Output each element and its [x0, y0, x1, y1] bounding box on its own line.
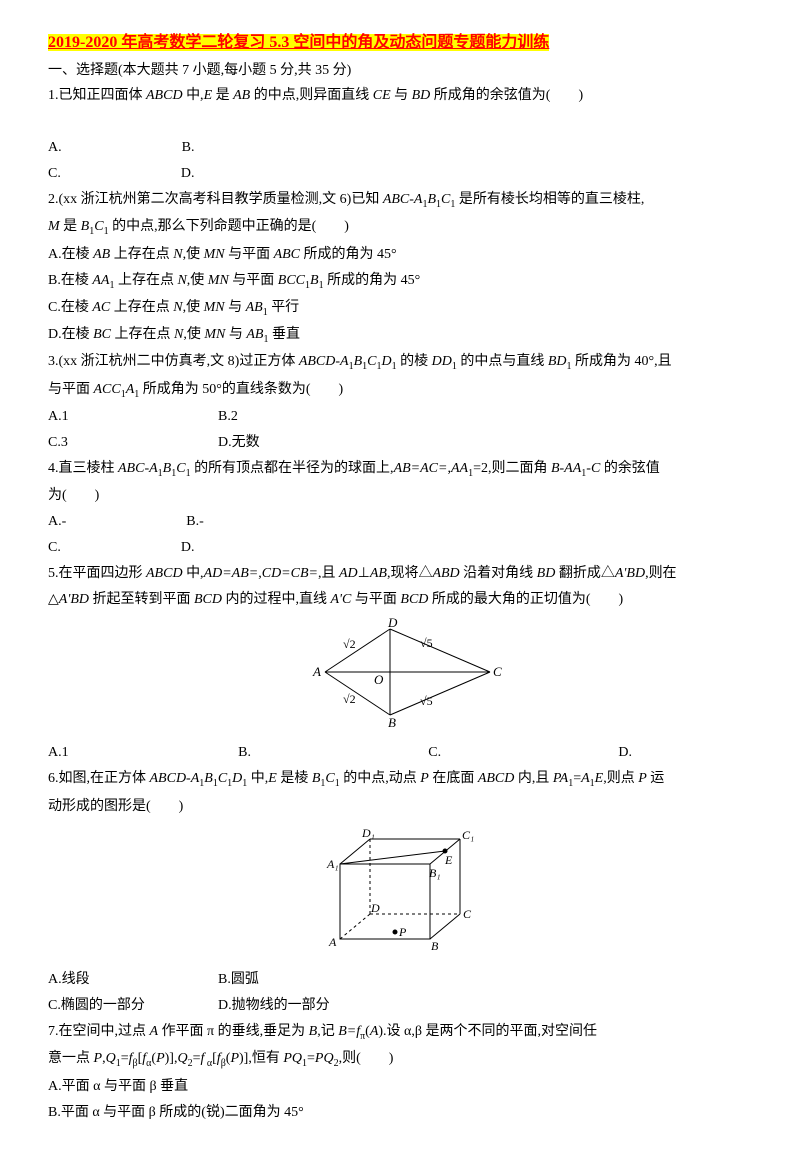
fig6-A: A — [328, 935, 337, 949]
q1-optA: A. — [48, 135, 62, 161]
q3-stem-l2: 与平面 ACC1A1 所成角为 50°的直线条数为( ) — [48, 377, 752, 404]
q6-options-row2: C.椭圆的一部分 D.抛物线的一部分 — [48, 993, 752, 1019]
fig6-B1: B₁ — [429, 866, 441, 880]
fig5-edge-BC: √5 — [420, 694, 433, 708]
q5-figure: D A B C O √2 √2 √5 √5 — [48, 617, 752, 737]
q6-options-row1: A.线段 B.圆弧 — [48, 967, 752, 993]
q5-optD: D. — [618, 740, 632, 766]
q6-figure: A₁ D₁ C₁ B₁ E A D C B P — [48, 824, 752, 964]
q4-optC: C. — [48, 535, 61, 561]
q3-options-row1: A.1 B.2 — [48, 404, 752, 430]
q2-optA: A.在棱 AB 上存在点 N,使 MN 与平面 ABC 所成的角为 45° — [48, 242, 752, 268]
q3-stem: 3.(xx 浙江杭州二中仿真考,文 8)过正方体 ABCD-A1B1C1D1 的… — [48, 349, 752, 376]
q2-stem: 2.(xx 浙江杭州第二次高考科目教学质量检测,文 6)已知 ABC-A1B1C… — [48, 187, 752, 214]
q6-optC: C.椭圆的一部分 — [48, 993, 218, 1019]
q4-options-row2: C. D. — [48, 535, 752, 561]
q1-optD: D. — [181, 161, 195, 187]
section-heading: 一、选择题(本大题共 7 小题,每小题 5 分,共 35 分) — [48, 58, 752, 84]
q3-options-row2: C.3 D.无数 — [48, 430, 752, 456]
q4-optB: B.- — [186, 509, 204, 535]
q5-options: A.1 B. C. D. — [48, 740, 752, 766]
fig6-C: C — [463, 907, 472, 921]
q1-options-row2: C. D. — [48, 161, 752, 187]
q4-stem-l2: 为( ) — [48, 483, 752, 509]
q6-optA: A.线段 — [48, 967, 218, 993]
fig6-D1: D₁ — [361, 826, 375, 840]
q6-stem: 6.如图,在正方体 ABCD-A1B1C1D1 中,E 是棱 B1C1 的中点,… — [48, 766, 752, 793]
q6-optD: D.抛物线的一部分 — [218, 993, 330, 1019]
q2-optC: C.在棱 AC 上存在点 N,使 MN 与 AB1 平行 — [48, 295, 752, 322]
q3-optC: C.3 — [48, 430, 218, 456]
fig6-C1: C₁ — [462, 828, 474, 842]
q2-stem-l2: M 是 B1C1 的中点,那么下列命题中正确的是( ) — [48, 214, 752, 241]
q7-optA: A.平面 α 与平面 β 垂直 — [48, 1074, 752, 1100]
q4-options-row1: A.- B.- — [48, 509, 752, 535]
doc-title: 2019-2020 年高考数学二轮复习 5.3 空间中的角及动态问题专题能力训练 — [48, 34, 549, 51]
q1-options-row1: A. B. — [48, 135, 752, 161]
q3-optA: A.1 — [48, 404, 218, 430]
q5-optB: B. — [238, 740, 308, 766]
q7-optB: B.平面 α 与平面 β 所成的(锐)二面角为 45° — [48, 1100, 752, 1126]
q2-optB: B.在棱 AA1 上存在点 N,使 MN 与平面 BCC1B1 所成的角为 45… — [48, 268, 752, 295]
q3-optB: B.2 — [218, 404, 238, 430]
fig5-label-B: B — [388, 715, 396, 727]
fig5-label-O: O — [374, 672, 384, 687]
q5-stem-l2: △A'BD 折起至转到平面 BCD 内的过程中,直线 A'C 与平面 BCD 所… — [48, 587, 752, 613]
q5-stem: 5.在平面四边形 ABCD 中,AD=AB=,CD=CB=,且 AD⊥AB,现将… — [48, 561, 752, 587]
q2-optD: D.在棱 BC 上存在点 N,使 MN 与 AB1 垂直 — [48, 322, 752, 349]
q4-optA: A.- — [48, 509, 66, 535]
q5-optC: C. — [428, 740, 498, 766]
fig6-D: D — [370, 901, 380, 915]
fig5-edge-AB: √2 — [343, 692, 356, 706]
fig6-E: E — [444, 853, 453, 867]
fig6-B: B — [431, 939, 439, 953]
q4-stem: 4.直三棱柱 ABC-A1B1C1 的所有顶点都在半径为的球面上,AB=AC=,… — [48, 456, 752, 483]
q3-optD: D.无数 — [218, 430, 260, 456]
fig5-edge-DC: √5 — [420, 636, 433, 650]
q6-optB: B.圆弧 — [218, 967, 259, 993]
fig6-P: P — [398, 925, 407, 939]
q7-stem-l2: 意一点 P,Q1=fβ[fα(P)],Q2=f α[fβ(P)],恒有 PQ1=… — [48, 1046, 752, 1073]
fig5-label-D: D — [387, 617, 398, 630]
q7-stem: 7.在空间中,过点 A 作平面 π 的垂线,垂足为 B,记 B=fπ(A).设 … — [48, 1019, 752, 1046]
q1-optB: B. — [182, 135, 195, 161]
q4-optD: D. — [181, 535, 195, 561]
fig5-label-A: A — [312, 664, 321, 679]
q5-optA: A.1 — [48, 740, 118, 766]
fig5-label-C: C — [493, 664, 502, 679]
q6-stem-l2: 动形成的图形是( ) — [48, 794, 752, 820]
fig6-A1: A₁ — [326, 857, 339, 871]
q1-stem: 1.已知正四面体 ABCD 中,E 是 AB 的中点,则异面直线 CE 与 BD… — [48, 83, 752, 109]
q1-optC: C. — [48, 161, 61, 187]
fig5-edge-AD: √2 — [343, 637, 356, 651]
